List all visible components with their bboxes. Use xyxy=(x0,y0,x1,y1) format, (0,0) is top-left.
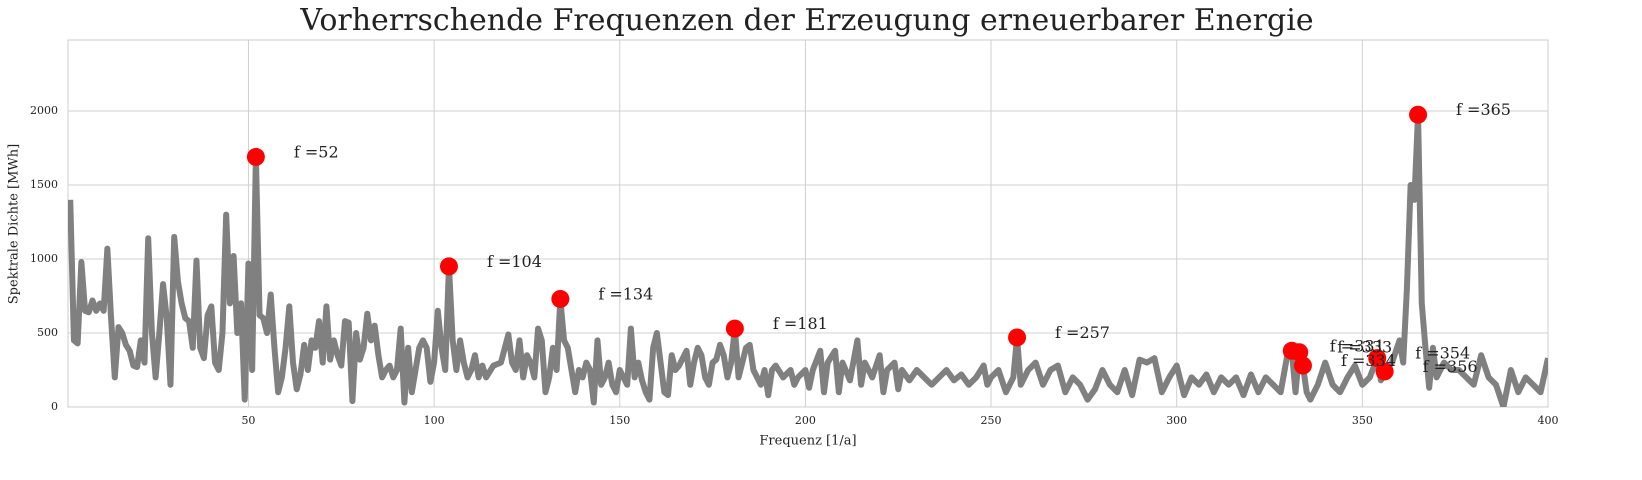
peak-annotation: f =52 xyxy=(294,142,339,161)
peak-annotation: f =354 xyxy=(1415,344,1470,363)
peak-annotation: f =181 xyxy=(773,314,828,333)
x-tick-label: 250 xyxy=(981,414,1002,427)
x-tick-label: 200 xyxy=(795,414,816,427)
peak-annotation: f =104 xyxy=(487,252,542,271)
peak-marker xyxy=(246,147,265,166)
x-tick-label: 150 xyxy=(609,414,630,427)
peak-marker xyxy=(1368,349,1387,368)
peak-marker xyxy=(1409,105,1428,124)
peak-marker xyxy=(439,257,458,276)
peak-annotation: f =356 xyxy=(1423,357,1478,376)
peak-marker xyxy=(551,289,570,308)
y-tick-label: 1000 xyxy=(30,252,58,265)
x-tick-label: 400 xyxy=(1538,414,1559,427)
x-tick-label: 100 xyxy=(424,414,445,427)
x-axis-label: Frequenz [1/a] xyxy=(759,434,856,449)
peak-marker xyxy=(725,319,744,338)
y-tick-label: 0 xyxy=(51,400,58,413)
chart-title: Vorherrschende Frequenzen der Erzeugung … xyxy=(299,3,1313,38)
spectrum-line xyxy=(68,111,1548,407)
peak-marker xyxy=(1375,362,1394,381)
peak-annotation: f =331 xyxy=(1330,336,1385,355)
peak-annotation: f =257 xyxy=(1055,323,1110,342)
x-tick-label: 50 xyxy=(241,414,255,427)
y-tick-label: 2000 xyxy=(30,104,58,117)
peak-marker xyxy=(1293,356,1312,375)
peak-annotation: f =333 xyxy=(1337,338,1392,357)
x-tick-label: 300 xyxy=(1166,414,1187,427)
x-tick-label: 350 xyxy=(1352,414,1373,427)
peak-annotation: f =134 xyxy=(598,284,653,303)
peak-marker xyxy=(1008,328,1027,347)
peak-annotation: f =334 xyxy=(1341,351,1396,370)
peak-annotation: f =365 xyxy=(1456,100,1511,119)
y-tick-label: 1500 xyxy=(30,178,58,191)
y-axis-label: Spektrale Dichte [MWh] xyxy=(7,144,22,304)
y-tick-label: 500 xyxy=(37,326,58,339)
